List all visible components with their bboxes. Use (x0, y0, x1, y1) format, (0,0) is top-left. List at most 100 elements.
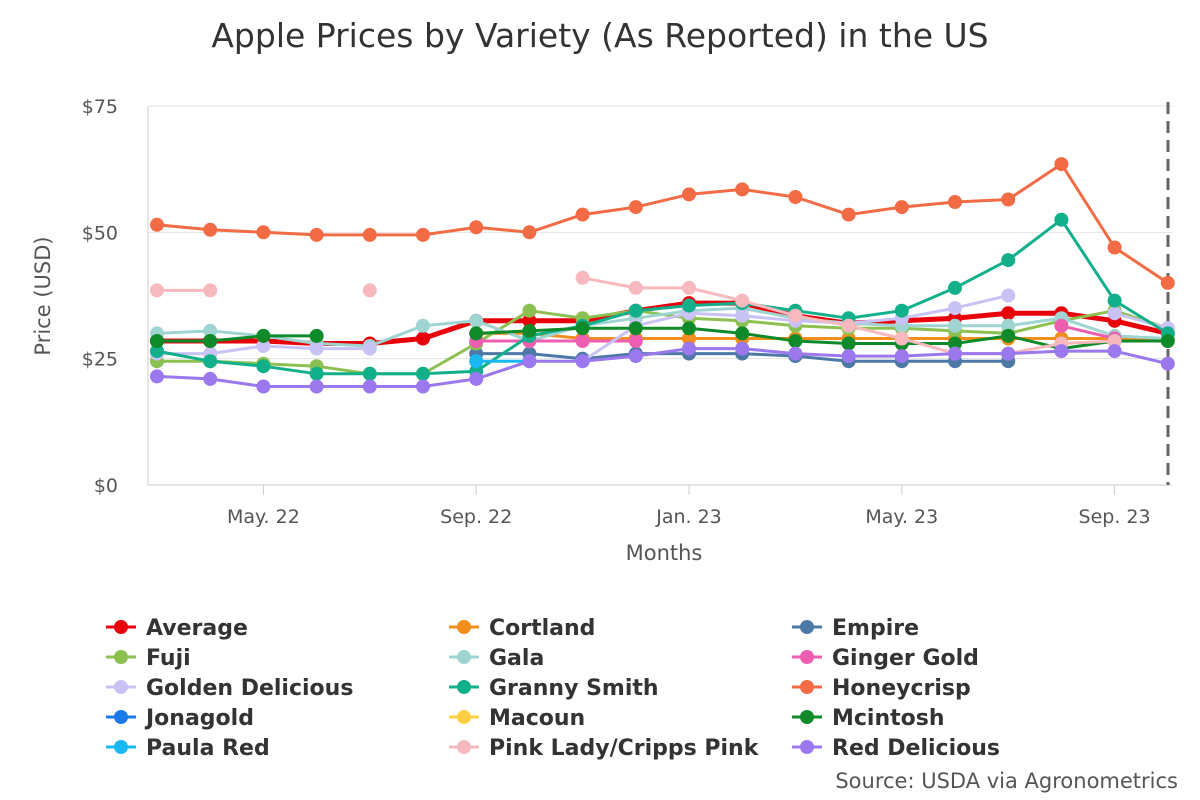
data-point-red-delicious[interactable] (469, 371, 484, 386)
data-point-mcintosh[interactable] (522, 323, 537, 338)
data-point-mcintosh[interactable] (469, 326, 484, 341)
data-point-gala[interactable] (203, 323, 218, 338)
data-point-honeycrisp[interactable] (416, 227, 430, 242)
legend-item-golden-delicious[interactable]: Golden Delicious (106, 676, 353, 701)
data-point-red-delicious[interactable] (1107, 344, 1122, 359)
data-point-honeycrisp[interactable] (522, 225, 537, 240)
data-point-red-delicious[interactable] (522, 354, 537, 369)
data-point-pink-lady-cripps-pink[interactable] (362, 283, 377, 298)
data-point-gala[interactable] (948, 318, 962, 333)
data-point-gala[interactable] (416, 318, 430, 333)
legend-item-ginger-gold[interactable]: Ginger Gold (792, 646, 979, 671)
data-point-honeycrisp[interactable] (1160, 275, 1175, 290)
data-point-granny-smith[interactable] (256, 359, 271, 374)
data-point-pink-lady-cripps-pink[interactable] (203, 283, 218, 298)
data-point-honeycrisp[interactable] (256, 225, 271, 240)
legend-item-granny-smith[interactable]: Granny Smith (449, 676, 659, 701)
data-point-granny-smith[interactable] (628, 303, 643, 318)
data-point-honeycrisp[interactable] (362, 227, 377, 242)
data-point-red-delicious[interactable] (894, 349, 909, 364)
data-point-mcintosh[interactable] (628, 321, 643, 336)
data-point-honeycrisp[interactable] (682, 187, 696, 202)
legend-item-red-delicious[interactable]: Red Delicious (792, 736, 1000, 761)
legend-item-mcintosh[interactable]: Mcintosh (792, 706, 945, 731)
data-point-red-delicious[interactable] (1054, 344, 1069, 359)
data-point-pink-lady-cripps-pink[interactable] (628, 280, 643, 295)
data-point-golden-delicious[interactable] (735, 308, 750, 323)
data-point-mcintosh[interactable] (1001, 328, 1016, 343)
data-point-pink-lady-cripps-pink[interactable] (1107, 334, 1122, 348)
data-point-mcintosh[interactable] (735, 326, 750, 341)
data-point-pink-lady-cripps-pink[interactable] (575, 270, 590, 285)
data-point-mcintosh[interactable] (788, 334, 803, 348)
data-point-red-delicious[interactable] (575, 354, 590, 369)
data-point-honeycrisp[interactable] (628, 200, 643, 215)
data-point-ginger-gold[interactable] (1054, 318, 1069, 333)
data-point-paula-red[interactable] (469, 354, 484, 369)
data-point-ginger-gold[interactable] (628, 334, 643, 348)
data-point-fuji[interactable] (522, 303, 537, 318)
data-point-granny-smith[interactable] (1054, 212, 1069, 227)
data-point-honeycrisp[interactable] (735, 182, 750, 197)
data-point-red-delicious[interactable] (203, 371, 218, 386)
legend-item-paula-red[interactable]: Paula Red (106, 736, 270, 761)
data-point-granny-smith[interactable] (150, 344, 164, 359)
data-point-red-delicious[interactable] (1001, 346, 1016, 361)
data-point-honeycrisp[interactable] (309, 227, 324, 242)
data-point-golden-delicious[interactable] (948, 301, 962, 316)
data-point-golden-delicious[interactable] (362, 341, 377, 356)
data-point-red-delicious[interactable] (735, 341, 750, 356)
data-point-mcintosh[interactable] (1160, 334, 1175, 348)
data-point-mcintosh[interactable] (203, 334, 218, 348)
data-point-mcintosh[interactable] (309, 328, 324, 343)
data-point-golden-delicious[interactable] (1001, 288, 1016, 303)
data-point-pink-lady-cripps-pink[interactable] (150, 283, 164, 298)
data-point-golden-delicious[interactable] (256, 339, 271, 353)
data-point-red-delicious[interactable] (1160, 356, 1175, 371)
data-point-golden-delicious[interactable] (1107, 306, 1122, 321)
data-point-granny-smith[interactable] (203, 354, 218, 369)
data-point-average[interactable] (1001, 306, 1016, 321)
data-point-mcintosh[interactable] (150, 334, 164, 348)
data-point-honeycrisp[interactable] (469, 220, 484, 235)
data-point-honeycrisp[interactable] (575, 207, 590, 222)
data-point-honeycrisp[interactable] (894, 200, 909, 215)
legend-item-average[interactable]: Average (106, 616, 248, 641)
data-point-mcintosh[interactable] (256, 328, 271, 343)
data-point-honeycrisp[interactable] (1054, 157, 1069, 172)
data-point-red-delicious[interactable] (362, 379, 377, 394)
data-point-honeycrisp[interactable] (841, 207, 856, 222)
data-point-ginger-gold[interactable] (575, 334, 590, 348)
legend-item-fuji[interactable]: Fuji (106, 646, 191, 671)
data-point-red-delicious[interactable] (256, 379, 271, 394)
data-point-granny-smith[interactable] (948, 280, 962, 295)
data-point-honeycrisp[interactable] (1001, 192, 1016, 207)
data-point-pink-lady-cripps-pink[interactable] (735, 293, 750, 308)
data-point-red-delicious[interactable] (682, 341, 696, 356)
legend[interactable]: Average Cortland Empire Fuji Gala Ginger Gold… (106, 616, 1000, 761)
data-point-golden-delicious[interactable] (309, 341, 324, 356)
data-point-red-delicious[interactable] (841, 349, 856, 364)
data-point-red-delicious[interactable] (788, 346, 803, 361)
data-point-mcintosh[interactable] (682, 321, 696, 336)
legend-item-jonagold[interactable]: Jonagold (106, 706, 254, 731)
data-point-average[interactable] (416, 331, 430, 346)
data-point-honeycrisp[interactable] (203, 222, 218, 237)
data-point-gala[interactable] (469, 313, 484, 328)
data-point-honeycrisp[interactable] (1107, 240, 1122, 255)
data-point-pink-lady-cripps-pink[interactable] (841, 318, 856, 333)
legend-item-gala[interactable]: Gala (449, 646, 544, 671)
data-point-red-delicious[interactable] (309, 379, 324, 394)
data-point-granny-smith[interactable] (1107, 293, 1122, 308)
data-point-pink-lady-cripps-pink[interactable] (894, 331, 909, 346)
data-point-red-delicious[interactable] (628, 349, 643, 364)
data-point-pink-lady-cripps-pink[interactable] (682, 280, 696, 295)
data-point-granny-smith[interactable] (1001, 253, 1016, 268)
data-point-honeycrisp[interactable] (788, 190, 803, 204)
legend-item-honeycrisp[interactable]: Honeycrisp (792, 676, 971, 701)
data-point-mcintosh[interactable] (948, 336, 962, 351)
data-point-mcintosh[interactable] (841, 336, 856, 351)
data-point-pink-lady-cripps-pink[interactable] (788, 308, 803, 323)
legend-item-cortland[interactable]: Cortland (449, 616, 595, 641)
data-point-granny-smith[interactable] (894, 303, 909, 318)
